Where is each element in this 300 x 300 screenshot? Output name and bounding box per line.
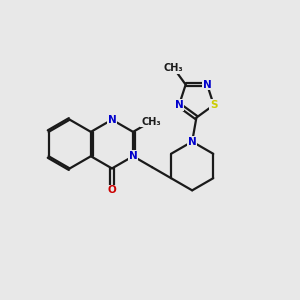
Text: N: N <box>108 115 116 125</box>
Text: S: S <box>210 100 218 110</box>
Text: N: N <box>203 80 212 90</box>
Text: N: N <box>188 136 197 147</box>
Text: O: O <box>108 185 116 195</box>
Text: CH₃: CH₃ <box>141 116 161 127</box>
Text: N: N <box>175 100 183 110</box>
Text: N: N <box>129 151 137 161</box>
Text: CH₃: CH₃ <box>164 63 183 73</box>
